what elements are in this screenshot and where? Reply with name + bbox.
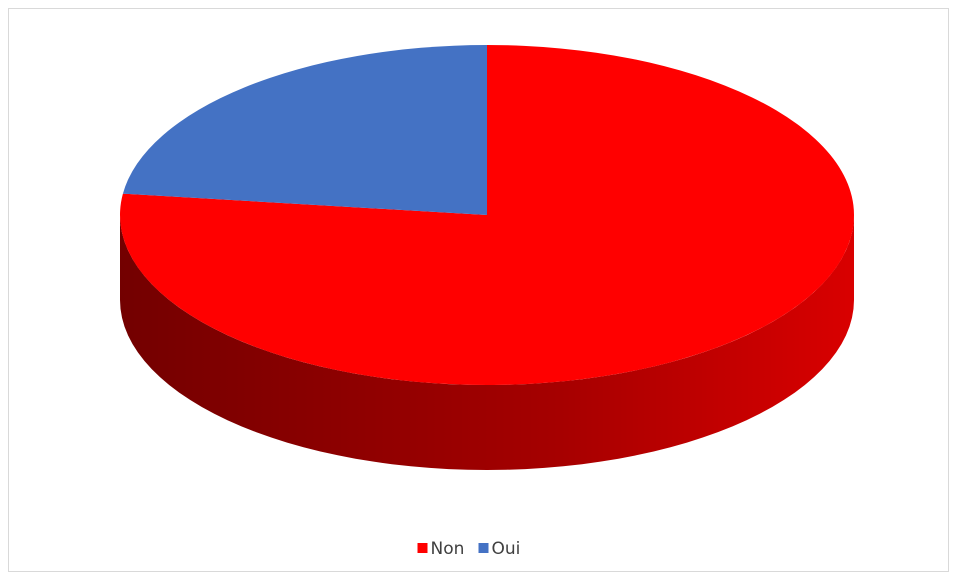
legend-swatch — [478, 543, 489, 553]
pie-side — [120, 215, 854, 470]
legend-label: Non — [431, 539, 465, 559]
legend-label: Oui — [492, 539, 521, 559]
pie-slice — [122, 45, 487, 215]
legend-swatch — [417, 543, 428, 553]
